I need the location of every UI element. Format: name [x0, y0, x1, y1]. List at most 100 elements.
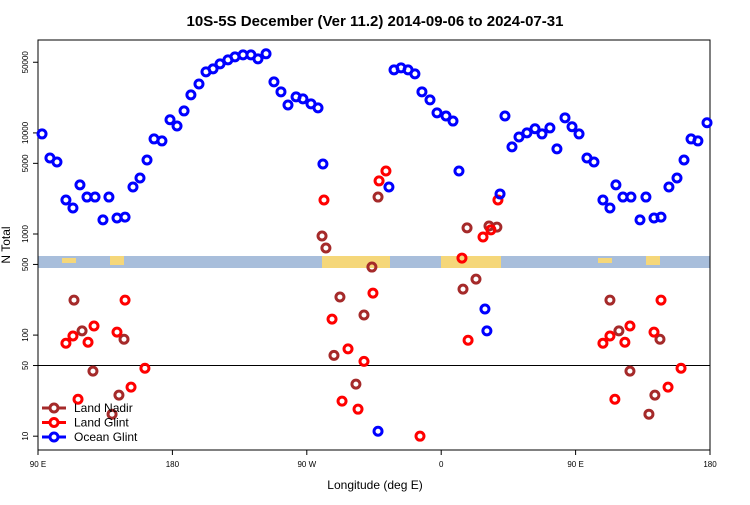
point — [521, 127, 533, 139]
x-tick-label: 180 — [703, 460, 717, 469]
legend-marker — [48, 417, 60, 428]
point — [328, 349, 340, 361]
point — [51, 156, 63, 168]
point — [113, 389, 125, 401]
x-tick-label: 90 E — [30, 460, 46, 469]
point — [588, 156, 600, 168]
point — [477, 231, 489, 243]
point — [380, 165, 392, 177]
point — [654, 333, 666, 345]
point — [479, 303, 491, 315]
x-tick-label: 180 — [166, 460, 180, 469]
point — [604, 202, 616, 214]
point — [141, 154, 153, 166]
point — [275, 86, 287, 98]
point — [320, 242, 332, 254]
point — [358, 355, 370, 367]
point — [692, 135, 704, 147]
point — [424, 94, 436, 106]
point — [678, 154, 690, 166]
point — [97, 214, 109, 226]
point — [513, 131, 525, 143]
point — [316, 230, 328, 242]
point — [60, 194, 72, 206]
y-tick-label: 10 — [21, 431, 30, 440]
point — [701, 117, 713, 129]
point — [193, 78, 205, 90]
x-tick-label: 0 — [439, 460, 444, 469]
point — [87, 365, 99, 377]
point — [260, 48, 272, 60]
point — [74, 179, 86, 191]
point — [566, 121, 578, 133]
point — [358, 309, 370, 321]
point — [207, 63, 219, 75]
point — [613, 325, 625, 337]
point — [118, 333, 130, 345]
point — [383, 181, 395, 193]
point — [178, 105, 190, 117]
point — [481, 325, 493, 337]
point — [431, 107, 443, 119]
point — [60, 337, 72, 349]
point — [643, 408, 655, 420]
point — [662, 381, 674, 393]
point — [72, 393, 84, 405]
point — [268, 76, 280, 88]
x-tick-label: 90 W — [297, 460, 316, 469]
legend-label: Land Glint — [74, 416, 129, 430]
y-tick-label: 5000 — [21, 154, 30, 172]
x-tick-label: 90 E — [567, 460, 583, 469]
point — [551, 143, 563, 155]
point — [544, 122, 556, 134]
legend-marker — [48, 402, 60, 414]
point — [485, 224, 497, 236]
point — [366, 261, 378, 273]
y-tick-label: 1000 — [21, 225, 30, 243]
point — [494, 188, 506, 200]
point — [640, 191, 652, 203]
point — [67, 202, 79, 214]
y-tick-label: 50000 — [21, 51, 30, 74]
point — [536, 128, 548, 140]
point — [282, 99, 294, 111]
point — [318, 194, 330, 206]
point — [125, 381, 137, 393]
point — [67, 330, 79, 342]
point — [609, 393, 621, 405]
point — [185, 89, 197, 101]
point — [367, 287, 379, 299]
point — [604, 294, 616, 306]
point — [326, 313, 338, 325]
point — [134, 172, 146, 184]
point — [127, 181, 139, 193]
point — [604, 330, 616, 342]
point — [36, 128, 48, 140]
point — [373, 175, 385, 187]
point — [675, 362, 687, 374]
y-tick-label: 50 — [21, 361, 30, 370]
y-tick-label: 10000 — [21, 121, 30, 144]
point — [88, 320, 100, 332]
point — [440, 110, 452, 122]
point — [457, 283, 469, 295]
point — [103, 191, 115, 203]
point — [68, 294, 80, 306]
point — [76, 325, 88, 337]
point — [506, 141, 518, 153]
point — [597, 337, 609, 349]
point — [671, 172, 683, 184]
point — [624, 320, 636, 332]
point — [461, 222, 473, 234]
point — [312, 102, 324, 114]
plot-frame — [37, 39, 711, 451]
point — [559, 112, 571, 124]
y-axis-label: N Total — [0, 226, 13, 263]
point — [164, 114, 176, 126]
point — [634, 214, 646, 226]
point — [447, 115, 459, 127]
y-tick-label: 500 — [21, 257, 30, 271]
legend-label: Ocean Glint — [74, 430, 138, 444]
point — [372, 425, 384, 437]
